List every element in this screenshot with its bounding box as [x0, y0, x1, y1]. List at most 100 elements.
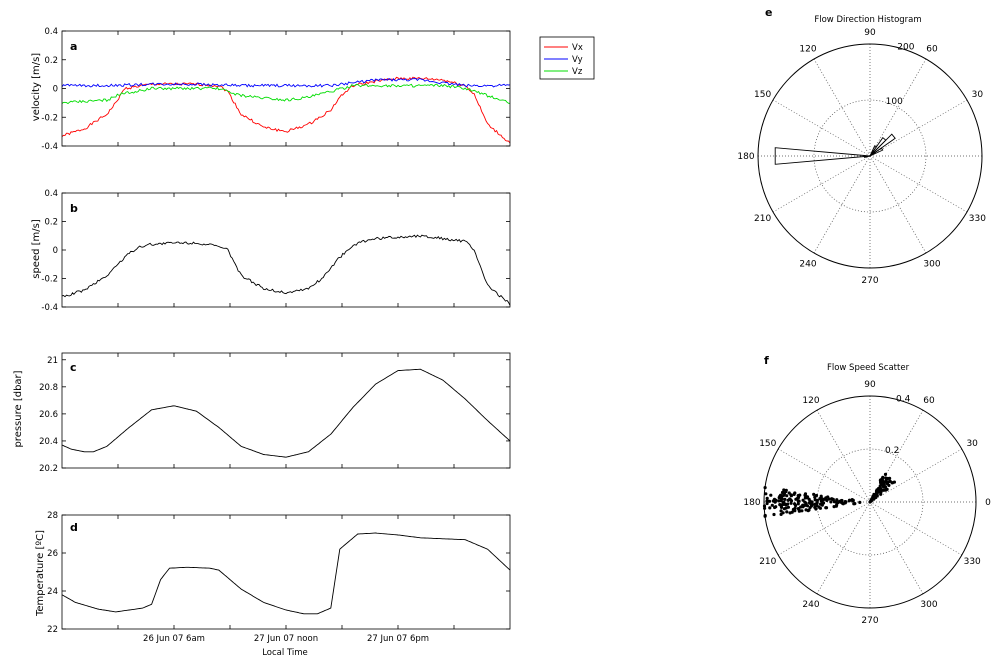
- ytick-label-b-1: 0.2: [44, 218, 58, 228]
- scatter-point-243: [879, 486, 883, 491]
- scatter-point-151: [790, 510, 794, 514]
- scatter-point-161: [815, 501, 819, 505]
- scatter-point-126: [793, 506, 797, 510]
- ytick-label-a-4: -0.4: [41, 142, 58, 152]
- spoke-e-120: [813, 58, 871, 157]
- ytick-label-a-2: 0: [53, 85, 58, 95]
- scatter-point-160: [804, 496, 809, 500]
- scatter-point-116: [813, 502, 817, 506]
- scatter-point-217: [884, 488, 888, 492]
- scatter-point-71: [819, 502, 823, 506]
- scatter-point-141: [788, 497, 792, 501]
- ytick-label-d-2: 24: [47, 587, 58, 597]
- panel-label-c: c: [70, 361, 77, 374]
- ytick-label-a-1: 0.2: [44, 56, 58, 66]
- scatter-point-148: [772, 512, 776, 517]
- title-e: Flow Direction Histogram: [814, 15, 921, 25]
- outer-ring-e: [757, 43, 983, 269]
- scatter-point-235: [874, 493, 879, 497]
- spoke-e-60: [869, 58, 927, 157]
- ylabel-d: Temperature [ºC]: [35, 530, 46, 617]
- ytick-label-d-0: 28: [47, 511, 58, 521]
- spoke-e-30: [869, 99, 968, 157]
- series-a-vy: [61, 78, 511, 88]
- panel-f: f Flow Speed Scatter: [764, 354, 910, 373]
- ytick-label-d-1: 26: [47, 549, 58, 559]
- angle-label-e-1: 30: [972, 90, 984, 100]
- scatter-point-164: [796, 494, 801, 498]
- scatter-point-137: [819, 496, 823, 500]
- scatter-point-191: [868, 500, 872, 504]
- scatter-point-110: [819, 499, 823, 503]
- panel-a: a velocity [m/s]: [31, 40, 77, 121]
- scatter-point-129: [803, 503, 807, 507]
- scatter-point-115: [797, 509, 802, 513]
- scatter-point-63: [812, 492, 816, 496]
- ytick-label-b-4: -0.4: [41, 303, 58, 313]
- angle-label-f-1: 30: [966, 439, 978, 449]
- scatter-point-134: [765, 499, 769, 503]
- scatter-point-98: [810, 500, 814, 504]
- scatter-point-107: [770, 503, 774, 507]
- angle-label-e-5: 150: [754, 90, 771, 100]
- scatter-point-152: [818, 506, 823, 510]
- scatter-point-149: [784, 490, 788, 494]
- panel-b: b speed [m/s]: [31, 202, 78, 279]
- scatter-point-131: [813, 495, 817, 499]
- scatter-point-168: [778, 503, 782, 507]
- rose-bin-3: [869, 145, 878, 157]
- scatter-point-81: [765, 496, 769, 500]
- axes-frame-b: [61, 192, 511, 308]
- outer-ring-f: [763, 395, 977, 609]
- scatter-point-119: [784, 506, 788, 510]
- angle-label-e-6: 180: [737, 152, 754, 162]
- scatter-point-136: [847, 498, 852, 502]
- ytick-label-c-0: 21: [47, 356, 58, 366]
- scatter-point-49: [804, 508, 808, 512]
- scatter-point-123: [777, 499, 781, 503]
- scatter-point-47: [763, 506, 767, 510]
- scatter-point-127: [810, 503, 814, 507]
- scatter-point-162: [835, 503, 839, 507]
- xlabel-d: Local Time: [262, 648, 308, 657]
- ytick-label-d-3: 22: [47, 625, 58, 635]
- scatter-point-117: [826, 495, 830, 499]
- angle-label-e-2: 60: [926, 45, 938, 55]
- scatter-point-87: [840, 501, 844, 505]
- scatter-point-86: [765, 501, 769, 506]
- plot-layer: 0.4 0.2 0 -0.2 -0.4 0.4 0.2 0 -0.2 -0.4 21 20.8 20.6…: [39, 27, 991, 644]
- ring-e-0: [813, 99, 927, 213]
- scatter-point-9: [800, 509, 804, 513]
- xtick-label-d-5: 27 Jun 07 6pm: [367, 634, 429, 644]
- scatter-point-122: [858, 500, 862, 504]
- scatter-point-128: [763, 486, 767, 490]
- scatter-point-133: [781, 491, 786, 495]
- scatter-point-52: [835, 498, 839, 502]
- spoke-e-330: [869, 155, 968, 213]
- spoke-f-120: [816, 410, 871, 503]
- ytick-label-b-3: -0.2: [41, 275, 58, 285]
- panel-label-d: d: [70, 521, 78, 534]
- angle-label-e-7: 210: [754, 214, 771, 224]
- scatter-point-18: [774, 505, 778, 509]
- scatter-point-56: [762, 504, 767, 508]
- spoke-f-240: [816, 501, 871, 594]
- angle-label-f-5: 150: [759, 439, 776, 449]
- plot-c: 21 20.8 20.6 20.4 20.2: [39, 352, 511, 474]
- legend-label-vx: Vx: [572, 43, 583, 53]
- scatter-point-44: [803, 492, 808, 496]
- scatter-point-111: [853, 502, 857, 506]
- scatter-point-48: [796, 499, 800, 503]
- scatter-point-143: [831, 497, 835, 501]
- angle-label-e-8: 240: [799, 259, 816, 269]
- angle-label-f-6: 180: [743, 498, 760, 508]
- scatter-point-2: [779, 509, 783, 513]
- scatter-point-102: [825, 498, 829, 502]
- ytick-label-b-0: 0.4: [44, 189, 58, 199]
- spoke-f-30: [869, 448, 962, 503]
- scatter-point-73: [808, 506, 812, 510]
- scatter-point-145: [784, 503, 788, 507]
- legend-label-vy: Vy: [572, 55, 583, 65]
- axes-frame-c: [61, 352, 511, 469]
